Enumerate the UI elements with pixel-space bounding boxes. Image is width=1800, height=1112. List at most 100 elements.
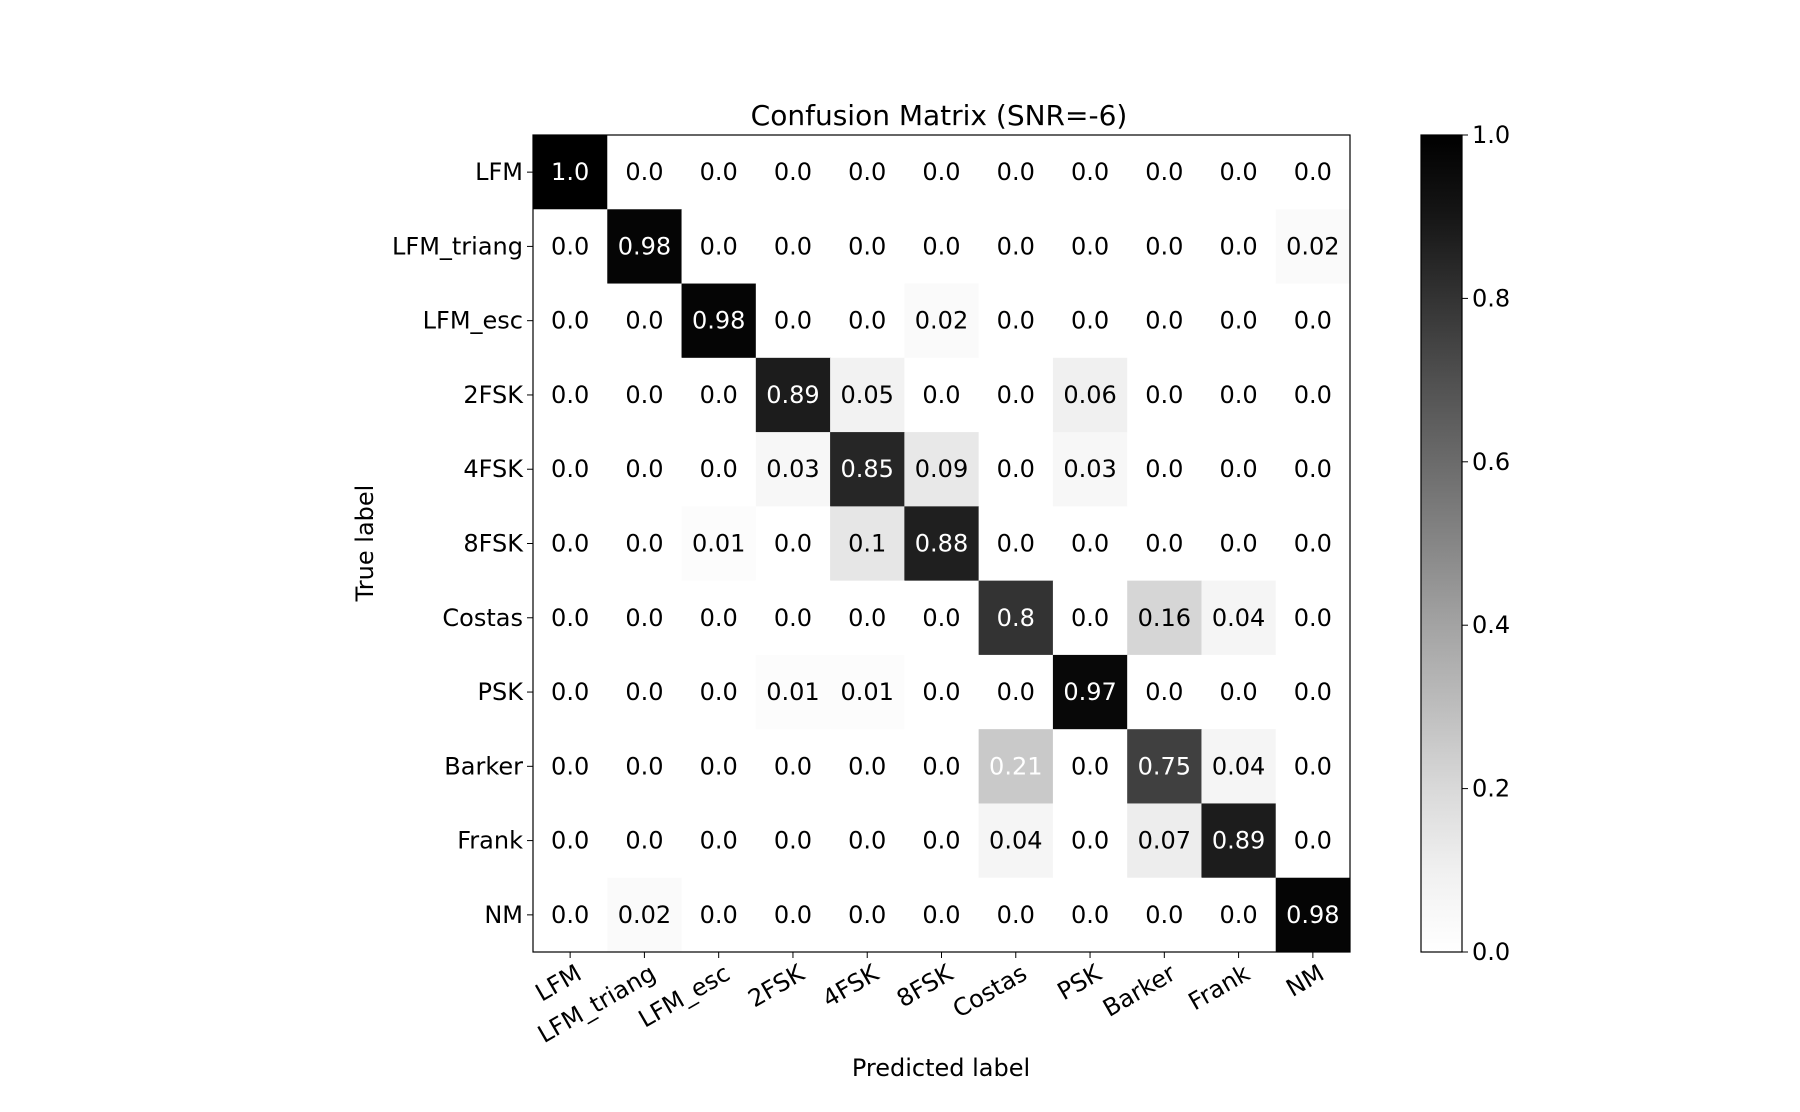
heatmap-cell [1127, 283, 1202, 359]
cell-value-label: 0.98 [618, 232, 671, 260]
cell-value-label: 0.0 [922, 901, 960, 929]
cell-value-label: 0.0 [1220, 678, 1258, 706]
x-tick-label: Barker [1098, 959, 1180, 1023]
heatmap-cell [830, 580, 905, 656]
heatmap-cell [755, 135, 831, 210]
cell-value-label: 0.0 [848, 827, 886, 855]
heatmap-cell [681, 357, 757, 433]
heatmap-cell [978, 729, 1054, 804]
heatmap-cell [1275, 877, 1351, 953]
cell-value-label: 0.0 [700, 158, 738, 186]
heatmap-cell [978, 209, 1054, 285]
heatmap-cell [978, 580, 1054, 656]
cell-value-label: 0.0 [551, 827, 589, 855]
cell-value-label: 0.0 [848, 752, 886, 780]
heatmap-cell [607, 135, 683, 210]
heatmap-cell [533, 803, 608, 879]
cell-value-label: 0.0 [1220, 307, 1258, 335]
heatmap-cell [1127, 580, 1202, 656]
cell-value-label: 0.0 [551, 678, 589, 706]
y-tick-label: LFM_esc [423, 307, 523, 335]
heatmap-cell [1052, 506, 1128, 582]
x-tick-label: Costas [948, 959, 1032, 1024]
heatmap-cell [1052, 580, 1128, 656]
heatmap-cell [1127, 654, 1202, 730]
heatmap-cell [755, 357, 831, 433]
heatmap-cell [533, 580, 608, 656]
cell-value-label: 0.0 [1071, 901, 1109, 929]
cell-value-label: 0.0 [1071, 827, 1109, 855]
heatmap-cell [904, 654, 980, 730]
heatmap-cell [681, 506, 757, 582]
heatmap-cell [607, 432, 683, 507]
cell-value-label: 0.0 [625, 381, 663, 409]
heatmap-cell [681, 432, 757, 507]
colorbar-tick-label: 0.2 [1472, 775, 1510, 803]
heatmap-cell [1201, 209, 1277, 285]
heatmap-cell [830, 654, 905, 730]
cell-value-label: 0.0 [774, 827, 812, 855]
cell-value-label: 0.0 [1071, 530, 1109, 558]
heatmap-cell [830, 357, 905, 433]
cell-value-label: 0.0 [551, 455, 589, 483]
heatmap-cell [1052, 654, 1128, 730]
heatmap-cell [607, 283, 683, 359]
y-tick-label: NM [484, 901, 523, 929]
heatmap-cell [978, 877, 1054, 953]
cell-value-label: 0.0 [1071, 752, 1109, 780]
cell-value-label: 0.89 [1212, 827, 1265, 855]
heatmap-cell [1201, 432, 1277, 507]
heatmap-cell [1052, 729, 1128, 804]
cell-value-label: 0.0 [922, 604, 960, 632]
heatmap-cell [904, 506, 980, 582]
cell-value-label: 0.0 [997, 678, 1035, 706]
cell-value-label: 0.0 [1220, 530, 1258, 558]
cell-value-label: 0.0 [1071, 232, 1109, 260]
cell-value-label: 0.0 [700, 752, 738, 780]
colorbar-tick-label: 1.0 [1472, 121, 1510, 149]
cell-value-label: 0.0 [922, 158, 960, 186]
heatmap-cell [1127, 877, 1202, 953]
heatmap-cell [1052, 135, 1128, 210]
heatmap-cell [1201, 729, 1277, 804]
cell-value-label: 0.0 [774, 307, 812, 335]
heatmap-cell [1127, 432, 1202, 507]
cell-value-label: 1.0 [551, 158, 589, 186]
cell-value-label: 0.0 [774, 752, 812, 780]
heatmap-cell [755, 654, 831, 730]
cell-value-label: 0.0 [551, 307, 589, 335]
cell-value-label: 0.04 [1212, 604, 1265, 632]
heatmap-cell [830, 729, 905, 804]
heatmap-cell [904, 135, 980, 210]
cell-value-label: 0.8 [997, 604, 1035, 632]
cell-value-label: 0.0 [625, 530, 663, 558]
heatmap-cell [830, 209, 905, 285]
heatmap-cell [607, 729, 683, 804]
cell-value-label: 0.0 [1294, 604, 1332, 632]
heatmap-cell [1127, 729, 1202, 804]
cell-value-label: 0.97 [1063, 678, 1116, 706]
y-tick-label: PSK [478, 678, 525, 706]
cell-value-label: 0.0 [1145, 158, 1183, 186]
heatmap-cell [978, 506, 1054, 582]
cell-value-label: 0.0 [625, 455, 663, 483]
heatmap-cell [755, 729, 831, 804]
heatmap-cell [1275, 135, 1351, 210]
cell-value-label: 0.0 [625, 604, 663, 632]
heatmap-cell [1201, 283, 1277, 359]
heatmap-cell [904, 357, 980, 433]
cell-value-label: 0.0 [922, 381, 960, 409]
cell-value-label: 0.0 [848, 232, 886, 260]
cell-value-label: 0.85 [841, 455, 894, 483]
cell-value-label: 0.0 [1071, 604, 1109, 632]
heatmap-cell [904, 877, 980, 953]
cell-value-label: 0.05 [841, 381, 894, 409]
cell-value-label: 0.04 [989, 827, 1042, 855]
heatmap-cell [681, 803, 757, 879]
heatmap-cell [607, 654, 683, 730]
heatmap-cell [978, 432, 1054, 507]
cell-value-label: 0.0 [1294, 455, 1332, 483]
heatmap-cell [755, 432, 831, 507]
heatmap-cell [607, 580, 683, 656]
